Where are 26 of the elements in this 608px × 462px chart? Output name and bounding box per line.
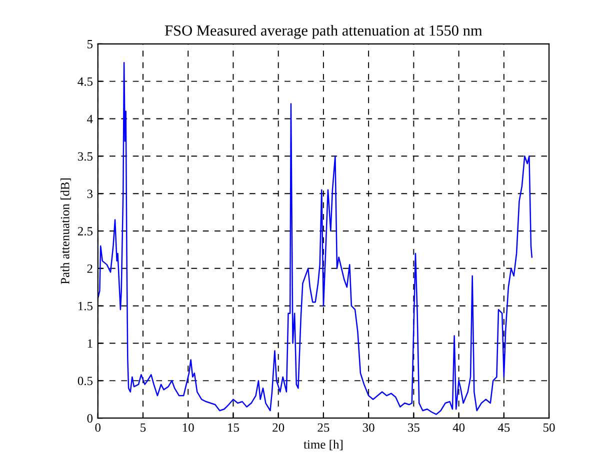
x-tick-label: 45 — [498, 423, 510, 432]
y-axis-title: Path attenuation [dB] — [60, 178, 71, 284]
x-tick-label: 5 — [140, 423, 146, 432]
y-tick-label: 4.5 — [78, 77, 93, 86]
x-axis-title: time [h] — [304, 440, 342, 450]
x-tick-label: 50 — [544, 423, 555, 432]
x-tick-label: 35 — [408, 423, 420, 432]
y-tick-label: 4 — [87, 114, 93, 124]
chart-title: FSO Measured average path attenuation at 1550 nm — [165, 24, 482, 39]
y-tick-label: 3.5 — [78, 152, 93, 161]
x-tick-label: 40 — [452, 423, 465, 432]
y-tick-label: 5 — [88, 40, 93, 48]
x-tick-label: 15 — [228, 423, 239, 432]
line-series — [98, 62, 533, 415]
x-tick-label: 10 — [182, 423, 194, 432]
y-tick-label: 2.5 — [78, 227, 93, 236]
x-tick-label: 25 — [318, 423, 330, 432]
x-tick-label: 20 — [272, 423, 284, 432]
y-tick-label: 0 — [87, 414, 93, 423]
x-tick-label: 0 — [95, 423, 101, 432]
y-tick-label: 3 — [87, 190, 93, 198]
y-tick-label: 2 — [87, 264, 92, 273]
x-tick-label: 30 — [362, 423, 374, 432]
y-tick-label: 1.5 — [78, 302, 93, 310]
y-tick-label: 0.5 — [78, 376, 93, 386]
y-tick-label: 1 — [88, 339, 92, 348]
